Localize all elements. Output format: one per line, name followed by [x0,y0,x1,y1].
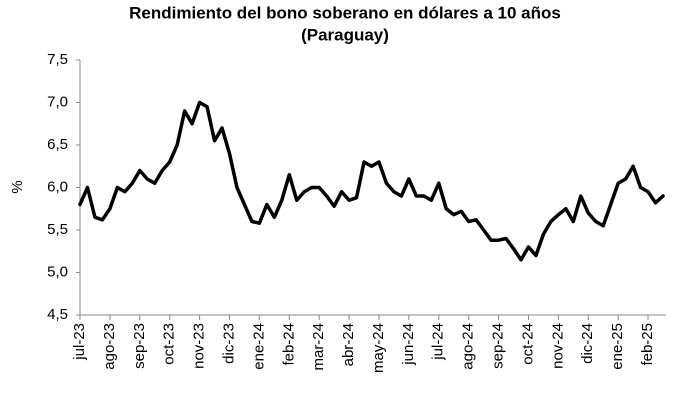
y-tick-label: 6,5 [47,136,68,153]
y-tick-label: 5,0 [47,263,68,280]
chart-title: Rendimiento del bono soberano en dólares… [129,3,561,22]
x-tick-label: feb-24 [280,323,297,366]
x-tick-label: dic-24 [579,323,596,364]
x-tick-label: jun-24 [400,323,417,366]
x-tick-label: sep-24 [490,323,507,369]
chart-title: (Paraguay) [301,25,389,44]
y-tick-label: 5,5 [47,221,68,238]
x-tick-label: ene-25 [609,323,626,370]
x-tick-label: jul-23 [71,323,88,361]
x-tick-label: abr-24 [340,323,357,366]
x-tick-label: nov-24 [549,323,566,369]
x-tick-label: ago-24 [460,323,477,370]
y-axis-label: % [9,180,26,193]
x-tick-label: feb-25 [639,323,656,366]
y-tick-label: 7,5 [47,51,68,68]
x-tick-label: oct-23 [161,323,178,365]
x-tick-label: ene-24 [250,323,267,370]
y-tick-label: 7,0 [47,93,68,110]
x-tick-label: mar-24 [310,323,327,371]
x-tick-label: sep-23 [131,323,148,369]
x-tick-label: ago-23 [101,323,118,370]
line-series [78,100,665,262]
x-tick-label: jul-24 [430,323,447,361]
x-tick-label: may-24 [370,323,387,373]
x-tick-label: nov-23 [191,323,208,369]
y-tick-label: 6,0 [47,178,68,195]
x-tick-label: dic-23 [220,323,237,364]
y-tick-label: 4,5 [47,306,68,323]
x-tick-label: oct-24 [519,323,536,365]
